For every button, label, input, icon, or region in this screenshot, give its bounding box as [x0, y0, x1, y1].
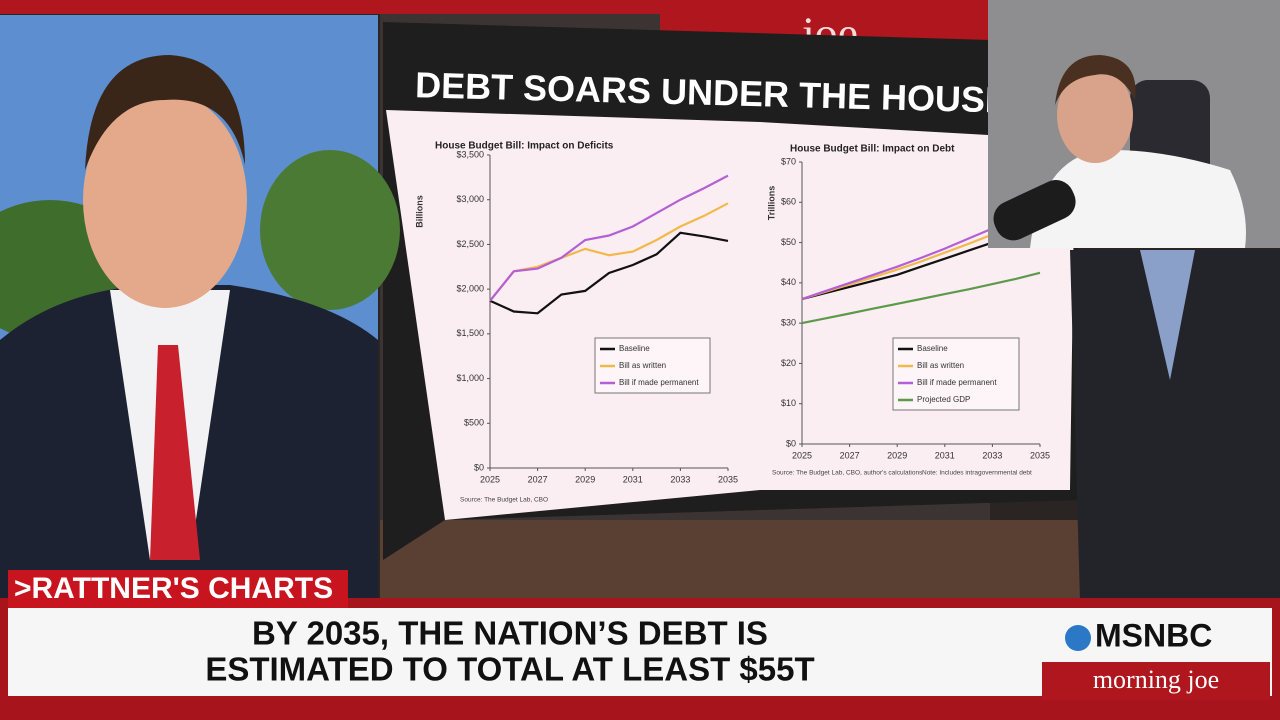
- x-tick-label: 2025: [792, 450, 812, 460]
- network-logo-icon: [1065, 625, 1091, 651]
- legend-label: Bill as written: [917, 361, 964, 370]
- y-tick-label: $2,000: [456, 284, 484, 294]
- y-tick-label: $70: [781, 156, 796, 166]
- headline-line: ESTIMATED TO TOTAL AT LEAST $55T: [205, 651, 814, 688]
- y-tick-label: $0: [474, 462, 484, 472]
- y-tick-label: $1,000: [456, 373, 484, 383]
- legend-label: Baseline: [619, 344, 650, 353]
- series-line: [801, 271, 1041, 325]
- x-tick-label: 2029: [887, 450, 907, 460]
- chart-note: Note: Includes intragovernmental debt: [922, 470, 1032, 477]
- y-tick-label: $3,500: [456, 149, 484, 159]
- right-man-suit: [1070, 250, 1280, 600]
- top-red-bar: [0, 0, 988, 14]
- legend-label: Baseline: [917, 344, 948, 353]
- show-logo: morning joe: [1093, 665, 1219, 694]
- y-tick-label: $500: [464, 418, 484, 428]
- series-line: [489, 174, 729, 302]
- chart: House Budget Bill: Impact on Deficits Bil…: [414, 141, 738, 504]
- x-tick-label: 2029: [575, 474, 595, 484]
- tree: [260, 150, 400, 310]
- y-tick-label: $2,500: [456, 239, 484, 249]
- y-tick-label: $0: [786, 438, 796, 448]
- show-logo-box: [1042, 662, 1270, 700]
- y-tick-label: $20: [781, 358, 796, 368]
- legend-box: [892, 337, 1020, 411]
- webcam-shirt: [1030, 149, 1246, 248]
- anchor-face: [83, 92, 247, 308]
- segment-tag-text: >RATTNER'S CHARTS: [14, 572, 333, 605]
- y-tick-label: $30: [781, 318, 796, 328]
- x-tick-label: 2035: [718, 474, 738, 484]
- x-tick-label: 2033: [982, 450, 1002, 460]
- y-tick-label: $40: [781, 277, 796, 287]
- chart-panel-left: [386, 110, 760, 520]
- y-axis-label: Billions: [414, 195, 424, 228]
- chart-source: Source: The Budget Lab, CBO: [460, 497, 548, 504]
- anchor-hair: [85, 55, 245, 170]
- chart-source: Source: The Budget Lab, CBO, author's ca…: [772, 470, 923, 477]
- y-tick-label: $60: [781, 197, 796, 207]
- series-line: [489, 202, 729, 302]
- webcam-face: [1057, 67, 1133, 163]
- segment-tag: [8, 570, 348, 608]
- legend-label: Projected GDP: [917, 395, 970, 404]
- chart-title: House Budget Bill: Impact on Deficits: [435, 141, 614, 152]
- y-tick-label: $50: [781, 237, 796, 247]
- x-tick-label: 2033: [670, 474, 690, 484]
- legend-label: Bill as written: [619, 361, 666, 370]
- anchor-tie: [150, 345, 200, 560]
- y-axis-label: Trillions: [766, 186, 776, 221]
- series-line: [489, 231, 729, 315]
- x-tick-label: 2031: [623, 474, 643, 484]
- x-tick-label: 2027: [840, 450, 860, 460]
- legend-label: Bill if made permanent: [619, 378, 699, 387]
- y-tick-label: $10: [781, 398, 796, 408]
- webcam-hair: [1055, 55, 1136, 105]
- y-tick-label: $3,000: [456, 194, 484, 204]
- chart-title: House Budget Bill: Impact on Debt: [790, 144, 955, 155]
- studio-floor: [380, 520, 1080, 600]
- legend-label: Bill if made permanent: [917, 378, 997, 387]
- right-man-shirt: [1140, 250, 1195, 380]
- headline-line: BY 2035, THE NATION’S DEBT IS: [252, 615, 768, 652]
- y-tick-label: $1,500: [456, 328, 484, 338]
- network-logo: MSNBC: [1095, 617, 1212, 653]
- x-tick-label: 2031: [935, 450, 955, 460]
- x-tick-label: 2035: [1030, 450, 1050, 460]
- webcam-microphone: [993, 180, 1076, 241]
- x-tick-label: 2025: [480, 474, 500, 484]
- x-tick-label: 2027: [528, 474, 548, 484]
